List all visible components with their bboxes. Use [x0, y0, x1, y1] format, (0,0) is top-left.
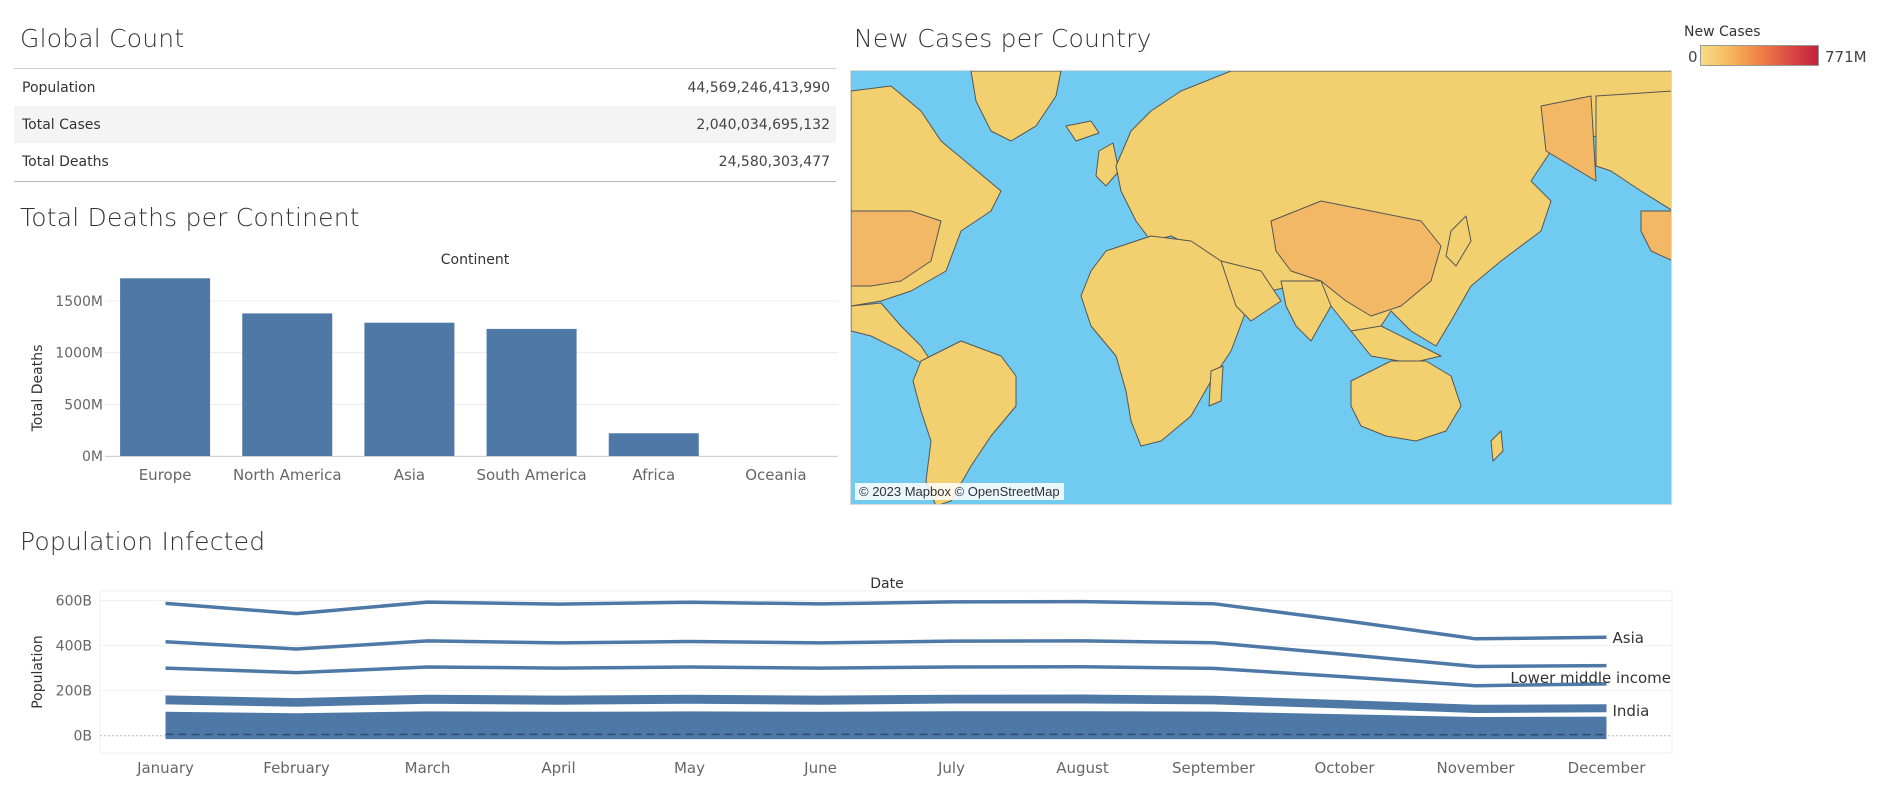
series-line[interactable] [165, 722, 1607, 731]
y-tick-label: 1000M [55, 346, 103, 362]
australia-shape [1350, 360, 1462, 442]
deaths-chart-title: Total Deaths per Continent [20, 203, 360, 232]
africa-shape [1080, 235, 1247, 447]
map-land [851, 71, 1671, 504]
x-tick-label: February [263, 759, 330, 777]
bar-africa[interactable] [608, 433, 699, 456]
x-tick-label: September [1172, 759, 1256, 777]
y-tick-label: 1500M [55, 294, 103, 310]
population-column-header: Date [870, 576, 904, 592]
deaths-bar-chart: Total Deaths 1500M 1000M 500M 0M Europe North… [30, 278, 838, 484]
legend-color-bar [1700, 45, 1819, 66]
table-bottom-divider [14, 181, 836, 182]
population-ylabel: Population [30, 635, 46, 709]
row-value: 24,580,303,477 [718, 153, 830, 170]
legend-title: New Cases [1684, 24, 1761, 40]
x-tick-label: January [136, 759, 194, 777]
y-tick-label: 400B [56, 639, 92, 655]
x-tick-label: March [405, 759, 451, 777]
row-label: Total Cases [22, 116, 101, 133]
series-line[interactable] [165, 715, 1607, 725]
central-america-shape [851, 302, 932, 364]
population-line-chart: Population 600B 400B 200B 0B January February… [30, 590, 1673, 777]
usa-west-shape [1640, 210, 1671, 261]
y-tick-label: 200B [56, 684, 92, 700]
global-count-table: Population 44,569,246,413,990 Total Case… [14, 69, 836, 180]
bar-north-america[interactable] [242, 313, 333, 456]
x-tick-label: November [1436, 759, 1515, 777]
series-line[interactable] [165, 698, 1607, 713]
population-chart-title: Population Infected [20, 527, 266, 556]
iceland-shape [1065, 120, 1100, 142]
alaska-shape [1540, 95, 1597, 182]
table-row: Population 44,569,246,413,990 [14, 69, 836, 106]
x-tick-label: June [803, 759, 837, 777]
new-zealand-shape [1490, 430, 1504, 462]
series-line[interactable] [165, 711, 1607, 722]
india-shape [1280, 280, 1332, 342]
row-label: Population [22, 79, 96, 96]
series-line[interactable] [165, 639, 1607, 669]
x-tick-label: Asia [394, 466, 425, 484]
southeast-asia-shape [1350, 325, 1442, 364]
north-america-east-shape [1595, 90, 1671, 211]
row-value: 44,569,246,413,990 [687, 79, 830, 96]
series-line[interactable] [165, 719, 1607, 729]
y-tick-label: 0B [73, 729, 92, 745]
x-tick-label: Africa [632, 466, 675, 484]
legend-min: 0 [1688, 48, 1698, 66]
x-tick-label: Oceania [745, 466, 806, 484]
series-end-label: Lower middle income [1510, 669, 1671, 687]
y-tick-label: 500M [64, 397, 103, 413]
table-row: Total Cases 2,040,034,695,132 [14, 106, 836, 143]
world-map[interactable]: © 2023 Mapbox © OpenStreetMap [850, 70, 1672, 505]
series-end-label: India [1613, 702, 1650, 720]
map-attribution[interactable]: © 2023 Mapbox © OpenStreetMap [855, 483, 1064, 500]
x-tick-label: April [541, 759, 575, 777]
deaths-column-header: Continent [440, 252, 510, 268]
greenland-shape [970, 71, 1062, 142]
x-tick-label: Europe [139, 466, 192, 484]
y-tick-label: 600B [56, 594, 92, 610]
series-line[interactable] [165, 665, 1607, 688]
usa-east-shape [851, 210, 942, 287]
series-line[interactable] [165, 599, 1607, 641]
series-end-label: Asia [1613, 629, 1644, 647]
x-tick-label: North America [233, 466, 342, 484]
japan-shape [1445, 215, 1472, 267]
bar-europe[interactable] [120, 278, 211, 456]
madagascar-shape [1208, 365, 1224, 407]
x-tick-label: December [1568, 759, 1647, 777]
south-america-shape [912, 340, 1017, 504]
bar-south-america[interactable] [486, 328, 577, 456]
row-value: 2,040,034,695,132 [696, 116, 830, 133]
bar-asia[interactable] [364, 322, 455, 456]
plot-frame [99, 590, 1673, 754]
map-title: New Cases per Country [854, 24, 1152, 53]
x-tick-label: October [1314, 759, 1375, 777]
x-tick-label: August [1056, 759, 1109, 777]
deaths-ylabel: Total Deaths [30, 345, 46, 433]
arabia-shape [1220, 260, 1282, 322]
global-count-title: Global Count [20, 24, 185, 53]
legend-max: 771M [1825, 48, 1867, 66]
x-tick-label: South America [476, 466, 586, 484]
table-top-divider [14, 68, 836, 69]
china-shape [1270, 200, 1442, 317]
y-tick-label: 0M [82, 449, 103, 465]
table-row: Total Deaths 24,580,303,477 [14, 143, 836, 180]
x-tick-label: July [937, 759, 965, 777]
x-tick-label: May [674, 759, 705, 777]
uk-shape [1095, 142, 1120, 187]
row-label: Total Deaths [22, 153, 109, 170]
